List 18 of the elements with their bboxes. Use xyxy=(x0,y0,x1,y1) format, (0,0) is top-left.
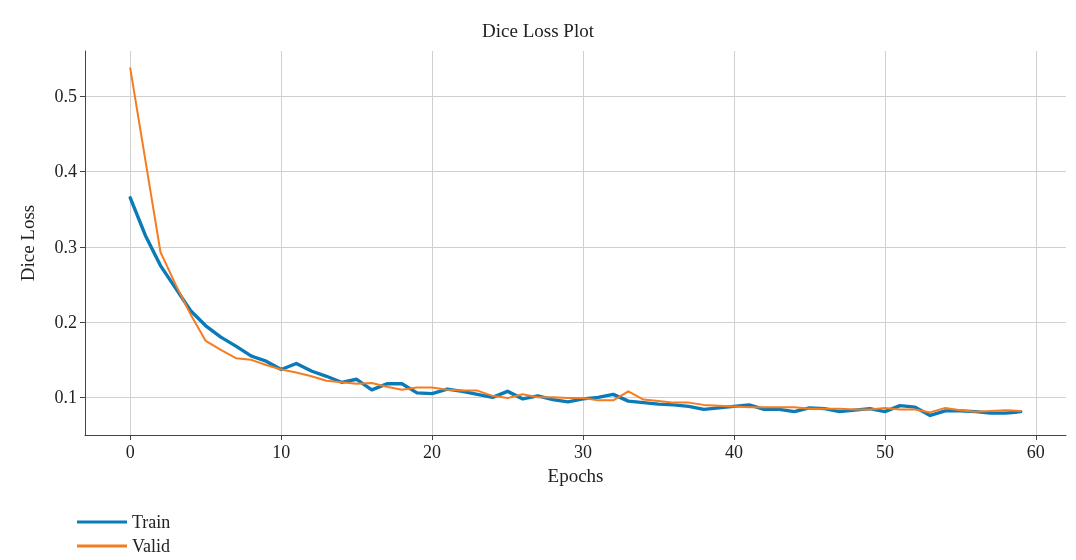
y-tick-label: 0.3 xyxy=(54,236,77,257)
x-tick-label: 40 xyxy=(724,442,743,462)
x-axis-title: Epochs xyxy=(547,464,604,486)
x-tick-label: 60 xyxy=(1026,442,1045,462)
x-tick-label: 50 xyxy=(875,442,894,462)
x-tick-label: 20 xyxy=(423,442,442,462)
y-tick-label: 0.5 xyxy=(54,86,77,107)
x-tick-label: 10 xyxy=(272,442,291,462)
line-series xyxy=(129,67,1022,414)
y-tick-label: 0.2 xyxy=(54,312,77,333)
x-tick-label: 0 xyxy=(125,442,135,462)
legend-label: Valid xyxy=(132,536,170,556)
legend-label: Train xyxy=(132,512,171,532)
y-tick-label: 0.4 xyxy=(54,161,77,182)
chart-title: Dice Loss Plot xyxy=(482,20,595,41)
x-tick-label: 30 xyxy=(574,442,593,462)
y-tick-label: 0.1 xyxy=(54,387,77,408)
y-axis-title: Dice Loss xyxy=(17,204,38,282)
